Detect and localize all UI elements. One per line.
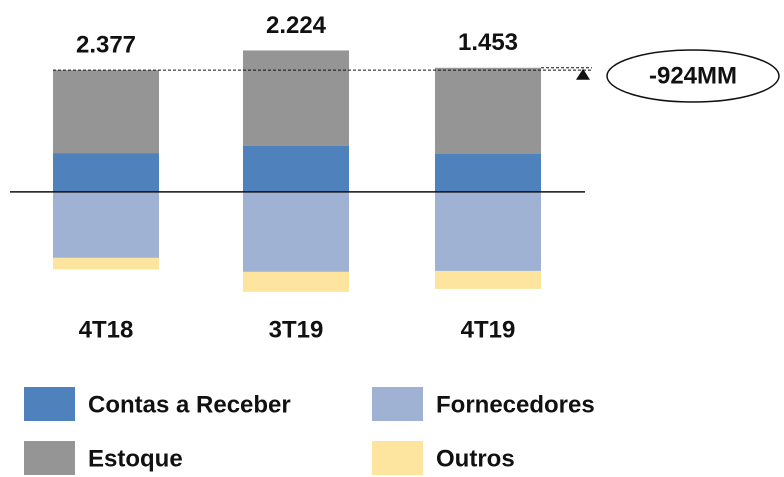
category-label: 3T19	[269, 316, 324, 343]
category-label: 4T18	[79, 316, 134, 343]
bar-segment	[243, 50, 349, 146]
category-label: 4T19	[461, 316, 516, 343]
bar-segment	[53, 70, 159, 154]
total-label: 2.377	[76, 31, 136, 58]
legend-swatch	[24, 441, 75, 475]
bar-segment	[53, 191, 159, 258]
bar-segment	[435, 270, 541, 289]
legend-swatch	[372, 441, 423, 475]
legend-swatch	[372, 387, 423, 421]
bar-segment	[243, 271, 349, 292]
bar-segment	[435, 154, 541, 192]
legend-label: Fornecedores	[436, 391, 595, 418]
bar-segment	[243, 191, 349, 272]
legend-label: Outros	[436, 445, 515, 472]
legend-label: Contas a Receber	[88, 391, 291, 418]
legend-label: Estoque	[88, 445, 183, 472]
legend-swatch	[24, 387, 75, 421]
annotation-ellipse	[606, 49, 780, 103]
arrow	[576, 68, 590, 80]
bar-segment	[53, 257, 159, 270]
total-label: 1.453	[458, 29, 518, 56]
annotation: -924MM	[649, 62, 737, 89]
bar-segment	[243, 145, 349, 192]
bar-segment	[435, 67, 541, 155]
bar-segment	[53, 153, 159, 192]
bar-segment	[435, 191, 541, 271]
total-label: 2.224	[266, 12, 327, 39]
